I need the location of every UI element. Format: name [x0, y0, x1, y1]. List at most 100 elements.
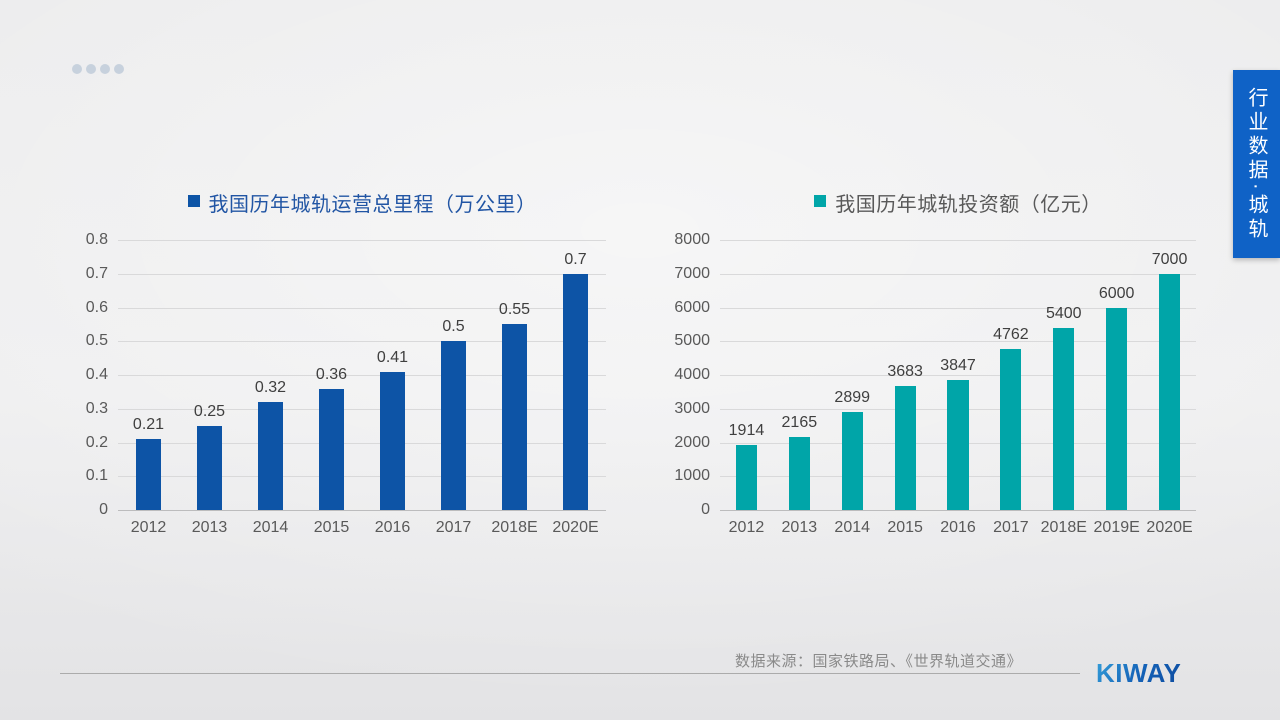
side-tab-industry-data: 行业数据·城轨: [1233, 70, 1280, 258]
x-axis-tick: 2014: [834, 519, 871, 536]
y-axis-tick: 0.1: [85, 467, 108, 485]
y-axis-tick: 5000: [674, 332, 710, 350]
bar-value-label: 7000: [1151, 250, 1188, 268]
x-axis-tick: 2016: [940, 519, 976, 536]
x-axis-tick: 2016: [374, 519, 411, 536]
x-axis-tick: 2013: [781, 519, 818, 536]
y-axis-tick: 4000: [674, 366, 710, 383]
y-axis-tick: 0.4: [85, 366, 108, 383]
chart-urban-rail-investment: 我国历年城轨投资额（亿元） 0 1000 2000 3000 4000 5000 6000 7…: [662, 182, 1205, 557]
bar: [1106, 307, 1128, 510]
y-axis-tick: 7000: [674, 264, 710, 282]
y-axis-tick: 8000: [674, 231, 710, 248]
x-axis-tick: 2012: [130, 519, 167, 536]
bar: [136, 439, 161, 510]
dot-icon: [72, 64, 82, 74]
x-axis-tick: 2019E: [1093, 519, 1140, 536]
gridline: [720, 240, 1196, 241]
x-axis-tick: 2017: [993, 519, 1029, 536]
bar-value-label: 5400: [1045, 304, 1082, 322]
bar: [380, 371, 405, 510]
bar-value-label: 0.21: [132, 416, 165, 434]
y-axis-tick: 3000: [674, 399, 710, 417]
legend-swatch-icon: [814, 195, 827, 207]
gridline: [118, 341, 606, 343]
bar-value-label: 0.25: [193, 402, 226, 420]
bar-value-label: 4762: [993, 326, 1029, 344]
bar: [563, 273, 588, 510]
x-axis-tick: 2014: [252, 519, 289, 536]
bar-value-label: 1914: [728, 422, 765, 440]
bar-value-label: 0.36: [315, 365, 348, 383]
side-tab-label: 行业数据·城轨: [1245, 86, 1267, 242]
gridline: [720, 273, 1196, 275]
x-axis-tick: 2020E: [1146, 519, 1193, 536]
gridline: [720, 510, 1196, 511]
chart-urban-rail-mileage: 我国历年城轨运营总里程（万公里） 0 0.1 0.2 0.3 0.4 0.5 0.6 0.7 0…: [70, 182, 615, 557]
bar-value-label: 0.55: [498, 301, 531, 319]
gridline: [118, 510, 606, 511]
chart-title: 我国历年城轨投资额（亿元）: [835, 193, 1102, 216]
y-axis-tick: 1000: [674, 467, 710, 485]
kiway-logo: KIWAY: [1096, 658, 1182, 688]
y-axis-tick: 0: [701, 501, 710, 518]
bar-value-label: 3847: [940, 357, 976, 375]
bar-value-label: 0.7: [564, 250, 587, 268]
gridline: [118, 476, 606, 478]
bar: [1053, 327, 1075, 510]
bar: [502, 324, 527, 510]
x-axis-tick: 2015: [313, 519, 350, 536]
dot-icon: [114, 64, 124, 74]
y-axis-tick: 0: [99, 501, 108, 518]
x-axis-tick: 2018E: [1040, 519, 1087, 536]
dot-icon: [86, 64, 96, 74]
y-axis-tick: 0.3: [85, 399, 108, 417]
chart-title: 我国历年城轨运营总里程（万公里）: [208, 193, 537, 216]
gridline: [720, 375, 1196, 376]
bar: [788, 436, 810, 510]
bar-value-label: 3683: [887, 362, 923, 380]
y-axis-tick: 6000: [674, 298, 710, 316]
y-axis-tick: 2000: [674, 433, 710, 451]
x-axis-tick: 2012: [728, 519, 765, 536]
bar: [319, 388, 344, 510]
chart-legend: 我国历年城轨运营总里程（万公里）: [118, 188, 606, 216]
bar-value-label: 6000: [1098, 284, 1135, 302]
x-axis-tick: 2015: [887, 519, 923, 536]
bar: [1158, 273, 1181, 510]
gridline: [720, 307, 1196, 309]
bar: [841, 412, 863, 510]
chart-legend: 我国历年城轨投资额（亿元）: [720, 188, 1196, 216]
gridline: [118, 273, 606, 275]
bar: [894, 385, 916, 510]
y-axis-tick: 0.6: [85, 298, 108, 316]
slide-dots-decoration: [72, 64, 124, 74]
bar: [441, 341, 466, 510]
bar: [947, 380, 969, 510]
bar-value-label: 0.32: [254, 379, 287, 396]
bar: [197, 425, 222, 510]
gridline: [118, 375, 606, 376]
bar-value-label: 2899: [834, 389, 871, 407]
bar-value-label: 0.5: [442, 318, 465, 336]
data-source-text: 数据来源：国家铁路局、《世界轨道交通》: [735, 653, 1023, 670]
gridline: [118, 307, 606, 309]
footer-divider: [60, 673, 1080, 674]
gridline: [118, 442, 606, 444]
gridline: [118, 408, 606, 410]
x-axis-tick: 2013: [191, 519, 228, 536]
legend-swatch-icon: [187, 195, 200, 207]
gridline: [720, 341, 1196, 343]
bar-value-label: 0.41: [376, 348, 409, 366]
x-axis-tick: 2020E: [552, 519, 599, 536]
y-axis-tick: 0.5: [85, 332, 108, 350]
bar: [735, 445, 757, 510]
plot-area: 0 1000 2000 3000 4000 5000 6000 7000 8000 1914 201…: [674, 231, 1196, 536]
bar: [1000, 349, 1022, 510]
y-axis-tick: 0.7: [85, 264, 108, 282]
plot-area: 0 0.1 0.2 0.3 0.4 0.5 0.6 0.7 0.8 0.21 2012 0.25 201…: [86, 231, 606, 536]
x-axis-tick: 2017: [435, 519, 472, 536]
bar: [258, 402, 283, 510]
x-axis-tick: 2018E: [491, 519, 538, 536]
